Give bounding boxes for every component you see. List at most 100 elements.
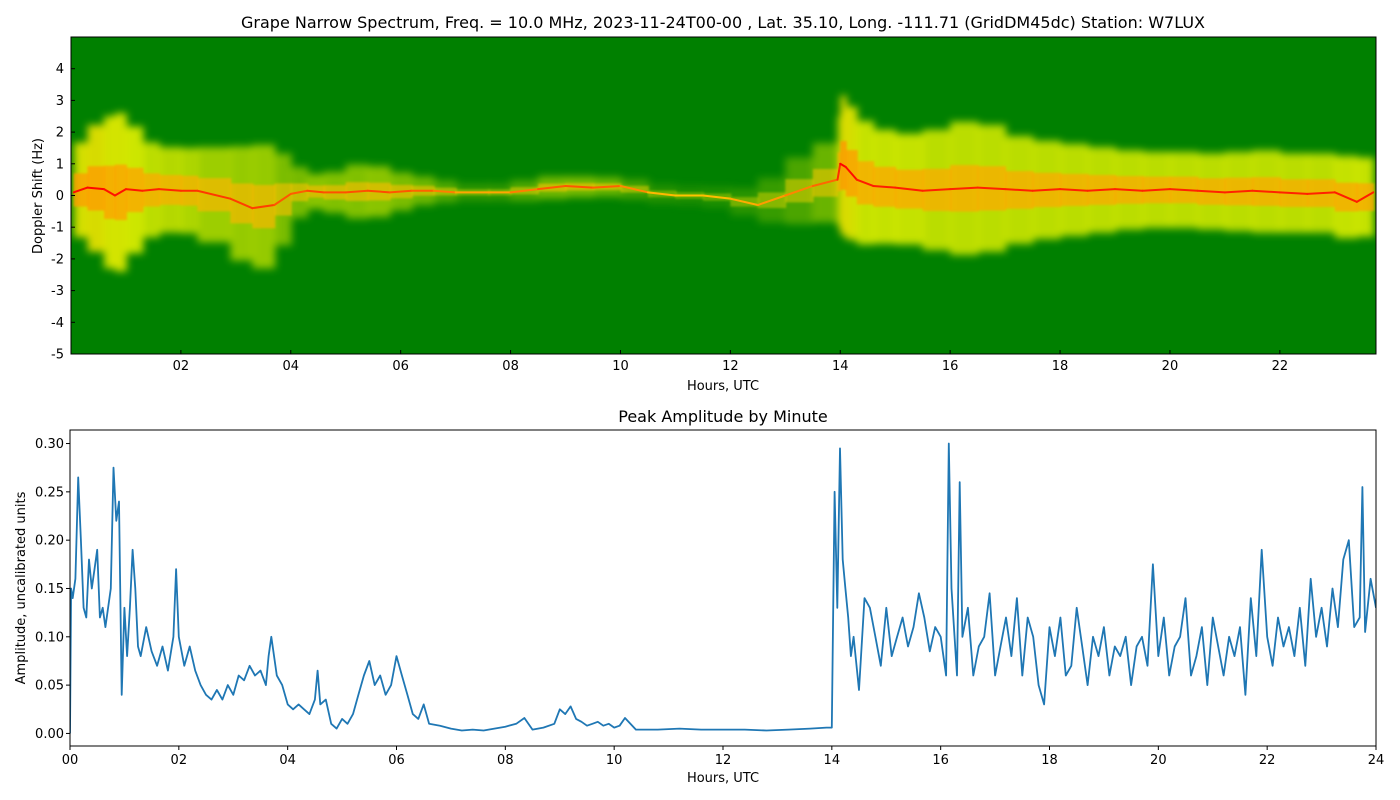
tone-trace-segment [306, 189, 325, 194]
tone-trace-segment [1306, 191, 1336, 195]
spectrogram-x-tick-label: 12 [722, 359, 739, 374]
amplitude-x-tick-label: 02 [171, 753, 188, 768]
spectrogram-y-tick-label: -2 [51, 252, 64, 267]
spectrogram-x-tick-label: 06 [392, 359, 409, 374]
spectrogram-y-label: Doppler Shift (Hz) [31, 138, 46, 254]
doppler-tone-trace [72, 162, 1375, 210]
tone-trace-segment [564, 184, 594, 189]
spectrogram-x-tick-label: 20 [1162, 359, 1179, 374]
amplitude-x-tick-label: 20 [1150, 753, 1167, 768]
tone-trace-segment [196, 189, 232, 200]
tone-trace-segment [811, 178, 839, 187]
amplitude-x-tick-label: 00 [62, 753, 79, 768]
spectrogram-x-tick-label: 14 [832, 359, 849, 374]
spectrogram-y-ticks: -5 -4 -3 -2 -1 0 1 2 3 4 [51, 62, 75, 363]
spectrogram-x-label: Hours, UTC [687, 379, 759, 394]
tone-trace-segment [839, 162, 847, 168]
tone-trace-segment [124, 188, 144, 192]
tone-trace-segment [1223, 189, 1254, 194]
tone-trace-segment [141, 188, 160, 192]
tone-trace-segment [1031, 188, 1062, 192]
tone-trace-segment [251, 204, 276, 210]
amplitude-x-ticks: 00 02 04 06 08 10 12 14 16 18 20 22 24 [62, 746, 1385, 768]
tone-trace-segment [537, 184, 567, 191]
amplitude-y-tick-label: 0.05 [35, 679, 64, 694]
amplitude-y-tick-label: 0.25 [35, 485, 64, 500]
amplitude-x-tick-label: 12 [715, 753, 732, 768]
tone-trace-segment [921, 188, 952, 192]
tone-trace-segment [1251, 189, 1281, 194]
amplitude-y-label: Amplitude, uncalibrated units [14, 491, 29, 684]
amplitude-x-tick-label: 04 [279, 753, 296, 768]
tone-trace-segment [872, 184, 897, 189]
amplitude-plot-area [70, 430, 1376, 746]
tone-trace-segment [432, 189, 457, 194]
amplitude-x-tick-label: 24 [1368, 753, 1385, 768]
tone-trace-segment [72, 186, 89, 194]
spectrogram-x-tick-label: 10 [612, 359, 629, 374]
tone-trace-segment [729, 197, 759, 207]
tone-trace-segment [86, 186, 105, 191]
tone-trace-segment [894, 186, 924, 192]
amplitude-title: Peak Amplitude by Minute [618, 407, 828, 426]
amplitude-series-line [70, 442, 1376, 734]
tone-trace-segment [701, 194, 732, 200]
amplitude-x-tick-label: 08 [497, 753, 514, 768]
tone-trace-segment [1278, 191, 1309, 195]
spectrogram-title: Grape Narrow Spectrum, Freq. = 10.0 MHz,… [241, 13, 1205, 32]
amplitude-y-tick-label: 0.00 [35, 727, 64, 742]
spectrogram-x-tick-label: 02 [173, 359, 190, 374]
tone-trace-segment [1086, 188, 1116, 192]
spectrogram-y-tick-label: 2 [56, 126, 64, 141]
amplitude-x-tick-label: 22 [1259, 753, 1276, 768]
tone-trace-segment [756, 194, 787, 207]
tone-trace-segment [646, 191, 677, 197]
tone-trace-segment [366, 189, 391, 194]
amplitude-y-ticks: 0.00 0.05 0.10 0.15 0.20 0.25 0.30 [35, 437, 70, 742]
amplitude-x-tick-label: 14 [824, 753, 841, 768]
tone-trace-segment [289, 189, 309, 195]
tone-trace-segment [388, 189, 413, 194]
tone-trace-segment [836, 162, 842, 181]
tone-trace-segment [1196, 189, 1226, 194]
spectrogram-y-tick-label: 4 [56, 62, 64, 77]
tone-trace-segment [1114, 188, 1144, 192]
tone-trace-segment [1004, 188, 1034, 192]
tone-trace-segment [592, 184, 622, 189]
tone-trace-segment [157, 188, 182, 192]
spectrogram-x-tick-label: 18 [1052, 359, 1069, 374]
spectrogram-x-tick-label: 08 [502, 359, 519, 374]
spectrogram-y-tick-label: -1 [51, 221, 64, 236]
spectrogram-panel: Grape Narrow Spectrum, Freq. = 10.0 MHz,… [31, 13, 1377, 394]
spectrogram-marks [72, 95, 1375, 272]
tone-trace-segment [949, 186, 979, 191]
tone-trace-segment [102, 188, 116, 197]
spectrogram-x-tick-label: 22 [1272, 359, 1289, 374]
spectrogram-y-tick-label: 1 [56, 157, 64, 172]
amplitude-y-tick-label: 0.20 [35, 534, 64, 549]
spectrogram-y-tick-label: -3 [51, 284, 64, 299]
amplitude-y-tick-label: 0.15 [35, 582, 64, 597]
tone-trace-segment [113, 188, 127, 197]
tone-trace-segment [784, 184, 814, 197]
amplitude-x-tick-label: 16 [932, 753, 949, 768]
tone-trace-segment [976, 186, 1007, 191]
tone-trace-segment [1333, 191, 1358, 203]
tone-trace-segment [619, 184, 649, 194]
spectrogram-x-tick-label: 04 [283, 359, 300, 374]
tone-trace-segment [344, 189, 369, 194]
spectrogram-x-tick-label: 16 [942, 359, 959, 374]
amplitude-x-tick-label: 06 [388, 753, 405, 768]
tone-trace-segment [1355, 191, 1375, 203]
tone-trace-segment [229, 197, 254, 210]
tone-trace-segment [844, 165, 858, 181]
amplitude-y-tick-label: 0.30 [35, 437, 64, 452]
spectrogram-y-tick-label: 0 [56, 189, 64, 204]
spectrogram-x-ticks: 02 04 06 08 10 12 14 16 18 20 22 [173, 350, 1288, 374]
amplitude-x-label: Hours, UTC [687, 771, 759, 786]
tone-trace-segment [1141, 188, 1171, 192]
amplitude-x-tick-label: 18 [1041, 753, 1058, 768]
tone-trace-segment [1059, 188, 1089, 192]
amplitude-y-tick-label: 0.10 [35, 630, 64, 645]
